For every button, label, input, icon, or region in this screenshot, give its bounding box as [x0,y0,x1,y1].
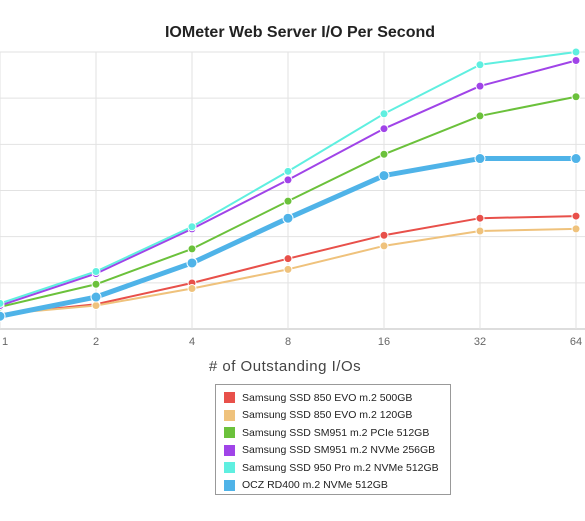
data-point [379,230,389,240]
series-samsung-ssd-850-evo-m-2-120gb [0,224,581,319]
data-point [571,224,581,234]
x-tick-label: 8 [285,336,291,348]
data-point [91,279,101,289]
legend-swatch [224,479,235,491]
data-point [475,111,485,121]
data-point [570,153,582,165]
legend-label: Samsung SSD 950 Pro m.2 NVMe 512GB [242,461,439,474]
data-point [91,301,101,311]
data-point [379,241,389,251]
data-point [187,284,197,294]
x-tick-label: 16 [378,336,390,348]
data-point [186,257,198,269]
series-samsung-ssd-sm951-m-2-pcie-512gb [0,92,581,312]
legend-label: OCZ RD400 m.2 NVMe 512GB [242,479,388,492]
data-point [283,175,293,185]
x-tick-label: 1 [2,336,8,348]
series-samsung-ssd-850-evo-m-2-500gb [0,211,581,319]
data-point [187,222,197,232]
x-axis-label: # of Outstanding I/Os [209,358,361,375]
series-ocz-rd400-m-2-nvme-512gb [0,153,582,322]
data-point [283,264,293,274]
legend-label: Samsung SSD SM951 m.2 NVMe 256GB [242,444,436,457]
legend-item: Samsung SSD SM951 m.2 NVMe 256GB [224,442,450,460]
legend-item: Samsung SSD 850 EVO m.2 120GB [224,407,450,425]
legend-item: OCZ RD400 m.2 NVMe 512GB [224,477,450,495]
data-point [475,60,485,70]
data-point [475,226,485,236]
grid [0,51,585,330]
legend-swatch [224,462,235,474]
x-tick-label: 32 [474,336,486,348]
legend-swatch [224,444,235,456]
legend-swatch [224,427,235,439]
data-point [187,244,197,254]
legend-item: Samsung SSD SM951 m.2 PCIe 512GB [224,424,450,442]
data-point [379,124,389,134]
data-point [571,211,581,221]
data-point [474,153,486,165]
data-point [475,213,485,223]
x-tick-label: 4 [189,336,195,348]
data-point [379,149,389,159]
legend-item: Samsung SSD 850 EVO m.2 500GB [224,389,450,407]
x-tick-label: 2 [93,336,99,348]
data-point [283,196,293,206]
data-point [378,170,390,182]
series-samsung-ssd-950-pro-m-2-nvme-512gb [0,47,581,308]
data-point [283,254,293,264]
legend-label: Samsung SSD SM951 m.2 PCIe 512GB [242,426,430,439]
data-point [0,310,6,322]
data-point [282,212,294,224]
legend-item: Samsung SSD 950 Pro m.2 NVMe 512GB [224,459,450,477]
series-lines [0,47,582,322]
legend-swatch [224,409,235,421]
data-point [91,266,101,276]
data-point [571,92,581,102]
legend-label: Samsung SSD 850 EVO m.2 120GB [242,409,413,422]
x-axis-ticks: 1 2 4 8 16 32 64 [2,336,582,348]
data-point [90,291,102,303]
chart-title: IOMeter Web Server I/O Per Second [165,24,435,41]
data-point [379,109,389,119]
data-point [0,298,5,308]
legend: Samsung SSD 850 EVO m.2 500GB Samsung SSD… [215,384,451,495]
x-tick-label: 64 [570,336,582,348]
data-point [571,56,581,66]
data-point [571,47,581,57]
data-point [475,81,485,91]
legend-swatch [224,392,235,404]
legend-label: Samsung SSD 850 EVO m.2 500GB [242,391,413,404]
data-point [283,166,293,176]
